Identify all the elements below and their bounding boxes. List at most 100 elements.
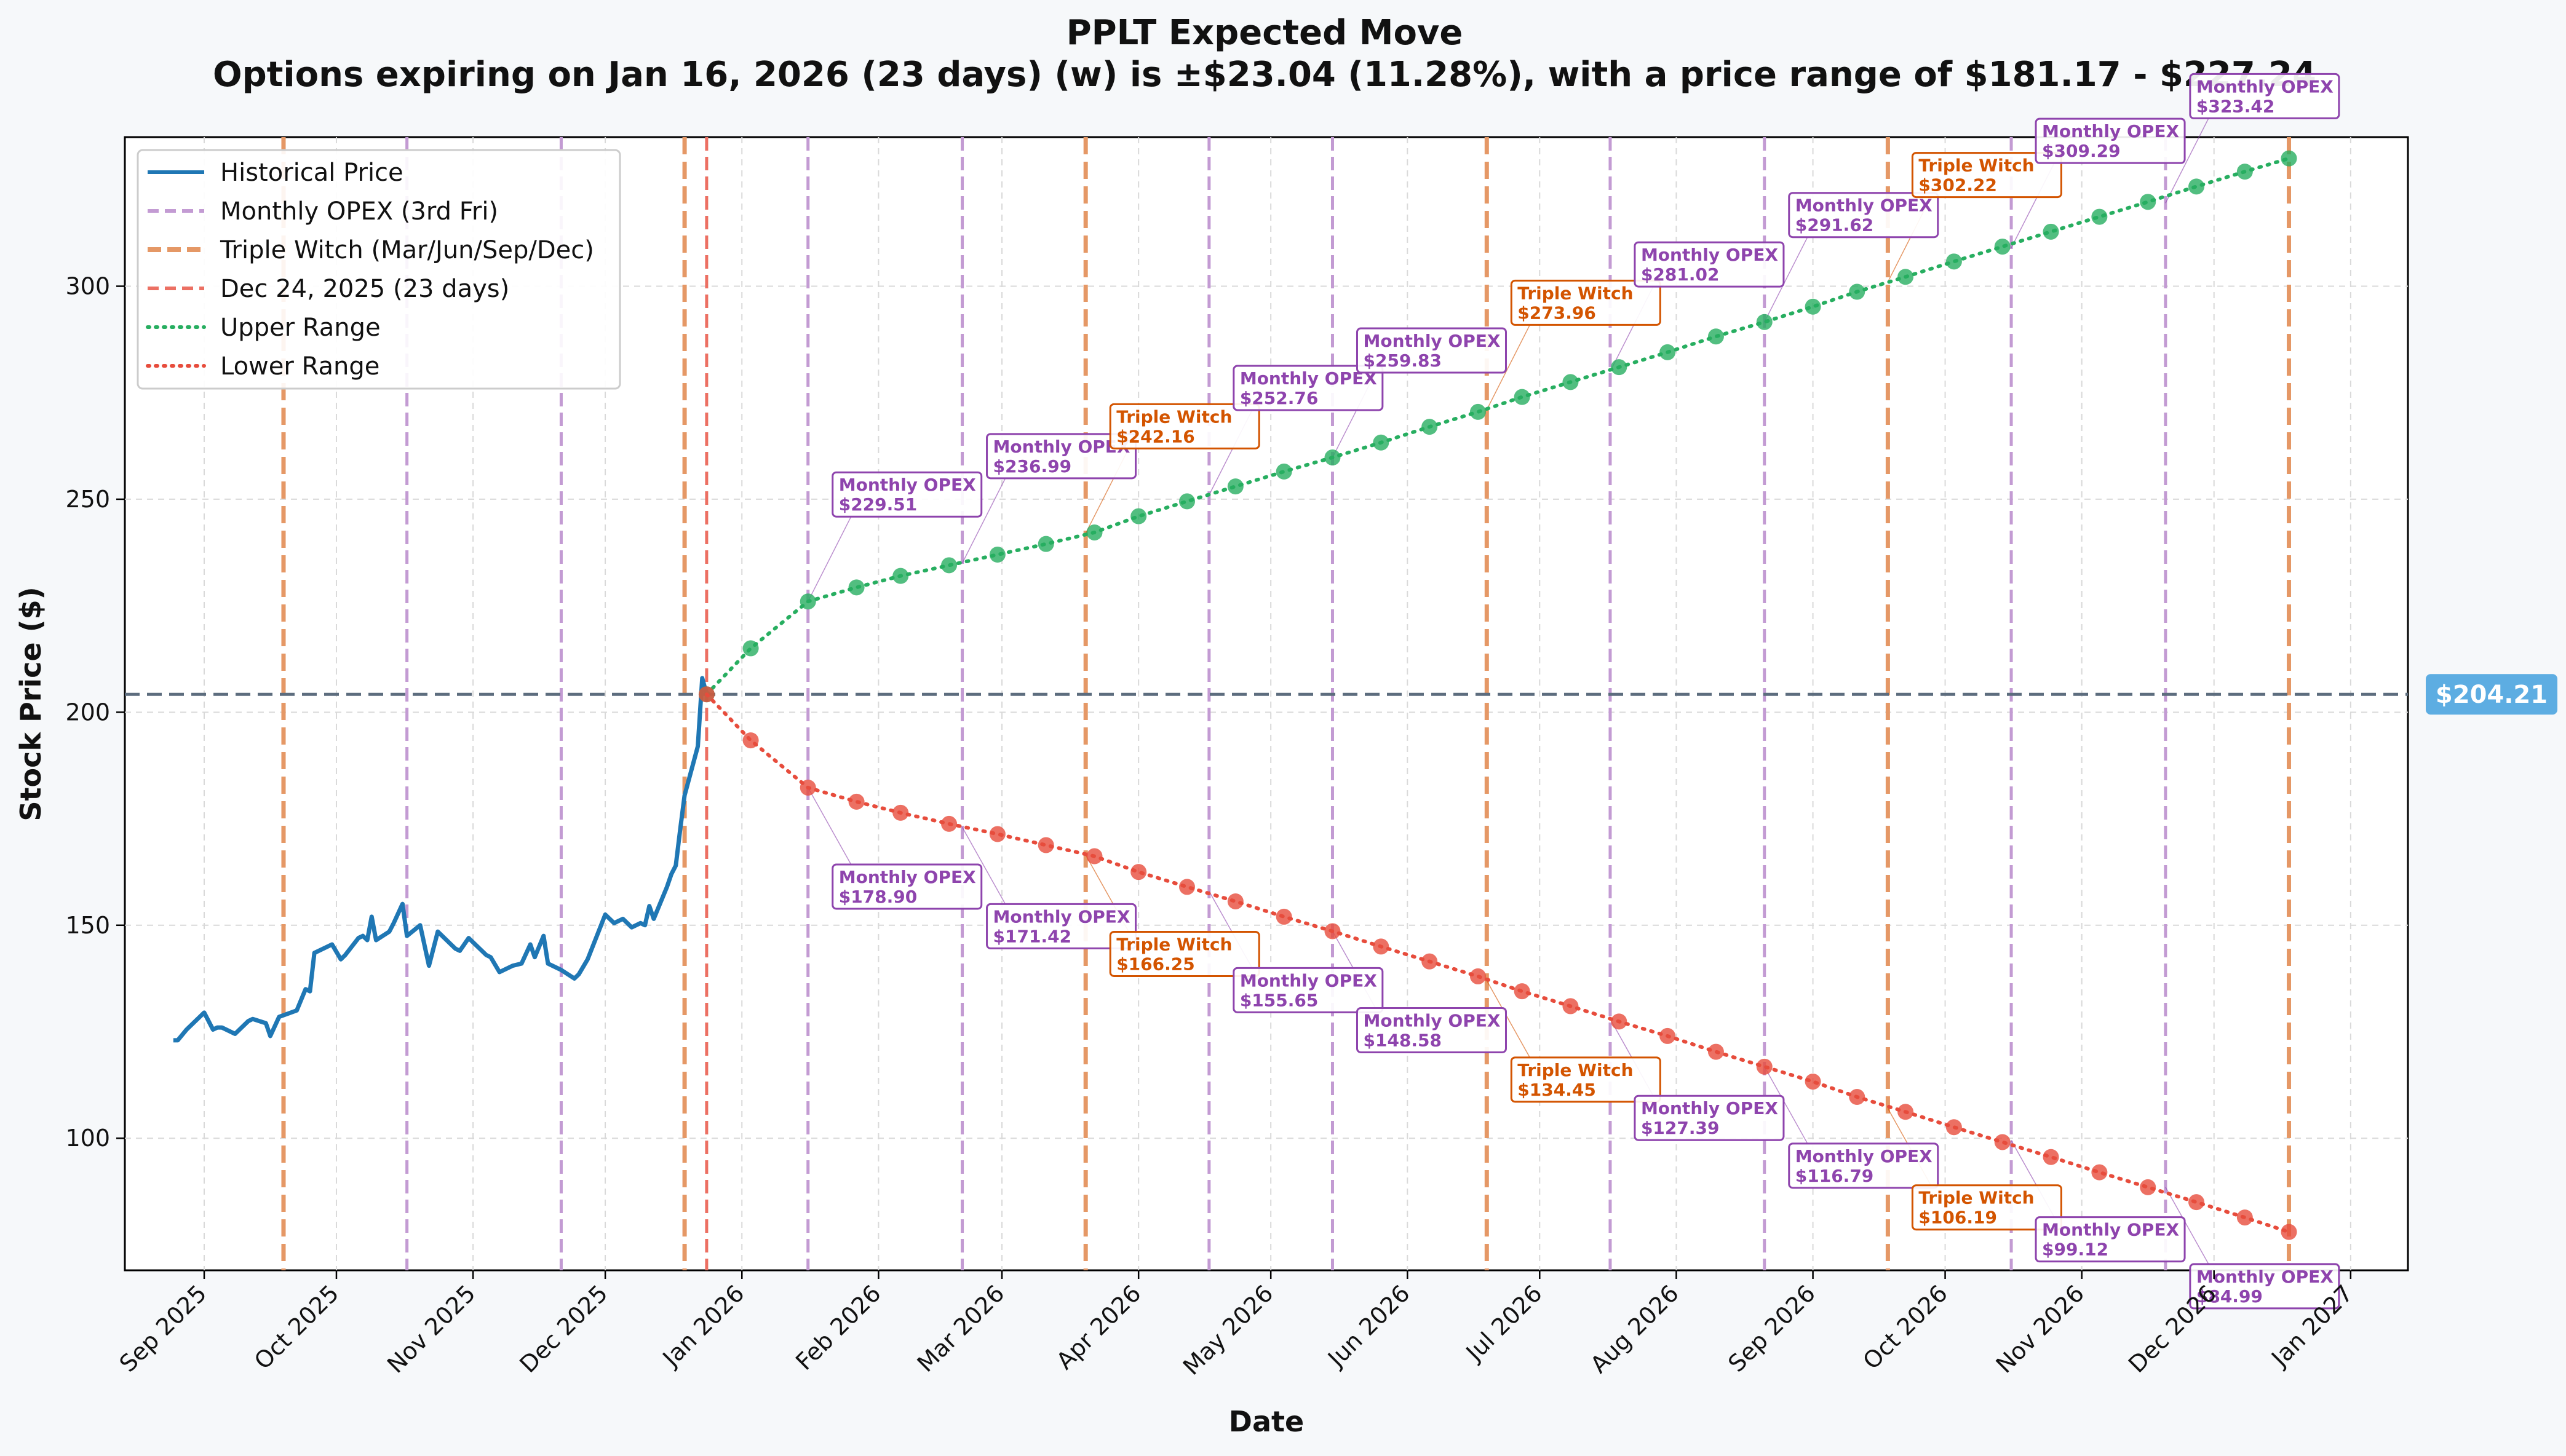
legend: Historical Price Monthly OPEX (3rd Fri) Tr… xyxy=(137,149,621,390)
lower-range-point xyxy=(941,815,958,832)
annotation-title: Monthly OPEX xyxy=(839,867,976,887)
upper-range-point xyxy=(1276,463,1292,480)
legend-label: Dec 24, 2025 (23 days) xyxy=(220,275,509,303)
x-tick-label: Jun 2026 xyxy=(1322,1280,1415,1372)
annotation-title: Monthly OPEX xyxy=(1641,245,1778,265)
annotation-leader xyxy=(1764,1066,1808,1144)
annotation-title: Triple Witch xyxy=(1116,934,1232,954)
annotation-leader xyxy=(1486,980,1530,1058)
lower-range-point xyxy=(1469,968,1486,984)
upper-range-point xyxy=(1514,389,1530,405)
upper-range-point xyxy=(742,640,759,657)
annotation-title: Monthly OPEX xyxy=(1240,368,1377,389)
upper-range-point xyxy=(1659,344,1676,360)
upper-range-point xyxy=(1707,328,1724,345)
grid-layer xyxy=(125,137,2408,1270)
lower-range-point xyxy=(2140,1179,2156,1195)
triple-witch-annotation: Triple Witch$166.25 xyxy=(1109,930,1260,977)
annotation-box xyxy=(986,903,1137,949)
opex-annotation: Monthly OPEX$252.76 xyxy=(1233,365,1384,411)
upper-range-point xyxy=(1179,493,1196,510)
annotation-value: $155.65 xyxy=(1240,990,1319,1010)
x-tick-label: Sep 2025 xyxy=(114,1280,212,1377)
lower-range-point xyxy=(742,732,759,749)
lower-range-point xyxy=(1707,1043,1724,1060)
annotation-value: $281.02 xyxy=(1641,264,1720,285)
lower-range-point xyxy=(2236,1209,2253,1226)
opex-annotation: Monthly OPEX$281.02 xyxy=(1634,241,1785,288)
upper-range-point xyxy=(848,579,865,596)
annotation-title: Monthly OPEX xyxy=(2042,121,2179,141)
annotation-value: $259.83 xyxy=(1363,350,1442,371)
annotation-box xyxy=(1356,1007,1507,1053)
annotation-leader xyxy=(1486,325,1530,410)
lower-range-point xyxy=(1562,998,1579,1015)
opex-annotation: Monthly OPEX$229.51 xyxy=(832,471,983,518)
annotation-box xyxy=(986,433,1137,480)
annotation-title: Monthly OPEX xyxy=(1363,331,1500,351)
historical-price-line xyxy=(173,676,709,1043)
legend-label: Triple Witch (Mar/Jun/Sep/Dec) xyxy=(220,236,594,264)
upper-range-point xyxy=(989,547,1006,563)
legend-items: Historical Price Monthly OPEX (3rd Fri) Tr… xyxy=(146,159,594,381)
lower-range-point xyxy=(2043,1149,2059,1165)
x-tick-label: Sep 2026 xyxy=(1723,1280,1821,1377)
y-tick-label: 250 xyxy=(65,486,110,513)
upper-range-point xyxy=(2281,150,2297,167)
opex-annotation: Monthly OPEX$171.42 xyxy=(986,903,1137,949)
opex-annotation: Monthly OPEX$323.42 xyxy=(2189,73,2340,119)
opex-annotation: Monthly OPEX$148.58 xyxy=(1356,1007,1507,1053)
annotation-value: $166.25 xyxy=(1116,954,1195,974)
lower-range-point xyxy=(1945,1119,1962,1136)
current-price-tag-bg xyxy=(2426,674,2557,715)
opex-annotation: Monthly OPEX$309.29 xyxy=(2035,117,2186,164)
annotation-value: $273.96 xyxy=(1517,303,1596,323)
upper-range-point xyxy=(1086,524,1103,540)
lower-range-point xyxy=(698,686,715,703)
annotation-box xyxy=(1356,327,1507,374)
annotation-title: Monthly OPEX xyxy=(2042,1220,2179,1240)
legend-label: Lower Range xyxy=(220,352,379,381)
annotation-title: Monthly OPEX xyxy=(1795,196,1932,216)
lower-range-line xyxy=(704,692,2291,1234)
lower-range-point xyxy=(1756,1058,1773,1075)
annotation-box xyxy=(1109,930,1260,977)
x-tick-label: Jul 2026 xyxy=(1460,1280,1547,1367)
x-axis-ticks: Sep 2025 Oct 2025 Nov 2025 Dec 2025 Jan 2026… xyxy=(114,1270,2358,1380)
opex-annotation: Monthly OPEX$291.62 xyxy=(1788,192,1939,239)
lower-range-point xyxy=(1276,908,1292,925)
upper-range-point xyxy=(1421,419,1438,435)
lower-range-point xyxy=(1227,893,1244,909)
annotation-leader xyxy=(1764,237,1808,323)
upper-range-point xyxy=(1994,239,2011,255)
annotation-value: $291.62 xyxy=(1795,215,1874,235)
current-price-tag: $204.21 xyxy=(2426,674,2557,715)
upper-range-point xyxy=(1945,253,1962,270)
annotation-value: $116.79 xyxy=(1795,1166,1874,1186)
y-tick-label: 150 xyxy=(65,912,110,939)
triple-witch-annotation: Triple Witch$242.16 xyxy=(1109,403,1260,449)
annotation-box xyxy=(1510,1056,1661,1103)
annotation-leader xyxy=(808,787,852,865)
upper-range-point xyxy=(2236,164,2253,180)
annotation-value: $242.16 xyxy=(1116,426,1195,446)
annotation-box xyxy=(2189,73,2340,119)
y-tick-label: 100 xyxy=(65,1125,110,1152)
upper-range-point xyxy=(800,593,816,610)
annotation-value: $171.42 xyxy=(993,926,1072,946)
annotation-leader xyxy=(961,478,1006,564)
annotation-leader xyxy=(961,827,1006,904)
upper-range-point xyxy=(2188,178,2205,195)
lower-range-point xyxy=(892,804,909,821)
upper-range-point xyxy=(2043,223,2059,240)
lower-range-point xyxy=(1659,1027,1676,1044)
opex-annotation: Monthly OPEX$236.99 xyxy=(986,433,1137,480)
annotation-title: Triple Witch xyxy=(1517,1060,1633,1080)
series-layer xyxy=(173,150,2297,1240)
annotation-leader xyxy=(808,516,852,602)
annotation-value: $134.45 xyxy=(1517,1080,1596,1100)
annotation-box xyxy=(1233,365,1384,411)
annotation-box xyxy=(1634,241,1785,288)
